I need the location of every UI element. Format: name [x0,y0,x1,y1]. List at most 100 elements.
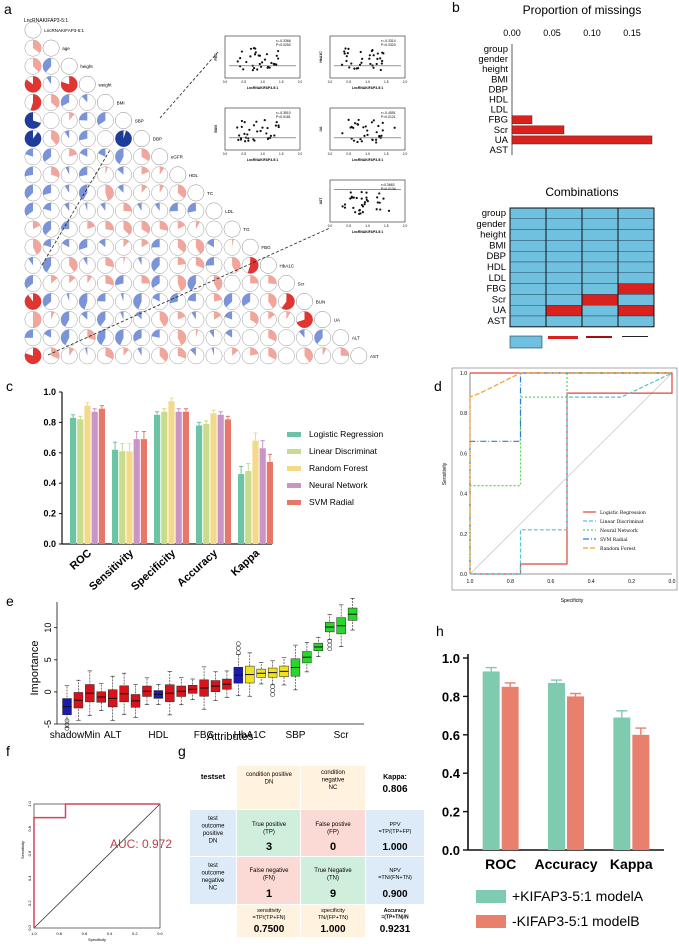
panel-d-roc-curves: Specificity Sensitivity 1.0 0.8 0.6 0.4 0.2 0… [442,367,678,604]
g-tn-label: True Negative [314,868,352,874]
corr-cell [187,184,205,202]
roc-y-axis-label: Sensitivity [442,462,448,485]
g-condition-positive: DN [265,780,274,786]
inset-x-tick: 0.0 [328,80,333,84]
inset-point [387,209,391,212]
corr-cell [296,293,313,310]
g-test-positive: test [208,816,218,822]
missing-x-tick: 0.10 [583,28,601,38]
combination-row-label: group [482,208,506,219]
inset-point [277,124,280,127]
c-category-label: Sensitivity [87,547,137,593]
g-kappa-value: 0.806 [382,784,407,795]
corr-pie-slice [223,293,233,308]
corr-pie-slice [159,311,168,327]
corr-pie-slice [24,293,42,310]
corr-pie-slice [60,311,70,327]
corr-pie-slice [97,293,106,302]
c-bar [217,414,224,544]
corr-pie-slice [133,329,142,342]
g-sensitivity-label: =TP/(TP+FN) [252,915,285,921]
inset-point [248,128,251,131]
combination-cell [545,272,583,284]
corr-pie-slice [120,311,124,320]
g-cell [190,810,236,856]
inset-point [252,124,256,127]
h-y-tick: 0.8 [442,689,460,704]
e-outlier [270,684,275,690]
h-legend-swatch [476,890,506,903]
corr-pie-slice [97,148,106,157]
corr-pie-slice [187,293,196,302]
c-bar [140,439,147,544]
h-bar [632,734,650,850]
inset-point [258,62,261,66]
g-test-negative: outcome [201,871,225,877]
inset-x-tick: 0.5 [347,152,352,156]
combination-cell [545,305,583,317]
c-bar [238,474,245,544]
corr-pie-slice [117,166,124,175]
g-ppv-value: 1.000 [382,842,407,853]
e-x-tick: SBP [285,730,305,741]
g-testset-label: testset [201,772,226,781]
corr-cell [332,329,350,347]
corr-pie-slice [79,239,88,250]
g-condition-negative: condition [321,770,345,776]
c-bar [224,419,231,544]
inset-x-label: LncRNAKIFAP3-5:1 [247,86,278,90]
inset-point [366,133,369,137]
corr-cell [314,311,332,329]
corr-pie-slice [214,293,223,302]
g-test-negative: negative [202,878,225,884]
c-legend-label: Linear Discriminat [309,446,378,456]
c-category-label: Specificity [129,547,179,593]
corr-pie-slice [87,220,96,230]
inset-point [371,138,374,141]
corr-variable-label: BUN [316,300,326,305]
corr-pie-slice [115,329,124,346]
combination-cell [617,261,655,274]
corr-pie-slice [33,311,42,328]
panel-label-h: h [436,623,444,639]
corr-pie-slice [224,311,233,320]
corr-pie-slice [43,329,52,338]
corr-cell [277,311,295,329]
g-sensitivity-label: sensitivity [257,908,281,914]
combination-row-label: AST [488,316,507,327]
e-outlier [236,645,241,651]
e-outlier [327,646,333,652]
corr-cell [314,347,332,365]
inset-point [258,54,262,57]
c-bar [84,405,91,544]
corr-pie-slice [79,112,88,121]
auc-x-axis-label: Specificity [88,937,106,942]
inset-point [254,51,257,54]
inset-point [341,132,344,135]
missing-row-label: Scr [494,125,508,136]
inset-point [277,125,280,129]
corr-pie-slice [60,76,78,93]
inset-point [376,196,379,199]
corr-pie-slice [51,94,60,108]
inset-point [263,58,267,61]
corr-variable-label: LncRNAKIFAP3-5:1 [44,28,84,33]
h-bar [501,686,519,850]
combination-row-label: UA [493,305,507,316]
inset-point [265,132,268,135]
combination-cell [545,261,583,274]
inset-point [256,130,259,133]
corr-pie-slice [69,112,75,121]
combination-cell [509,240,547,252]
c-bar [203,423,210,544]
corr-pie-slice [250,311,259,325]
inset-point [247,137,250,140]
combination-cell [545,315,583,328]
inset-point [360,197,363,200]
c-y-tick: 0.2 [43,509,56,519]
inset-point [245,60,248,64]
g-cell [237,766,300,809]
combination-cell [581,305,619,317]
h-y-tick: 0.0 [442,843,460,858]
inset-frame [224,107,301,151]
